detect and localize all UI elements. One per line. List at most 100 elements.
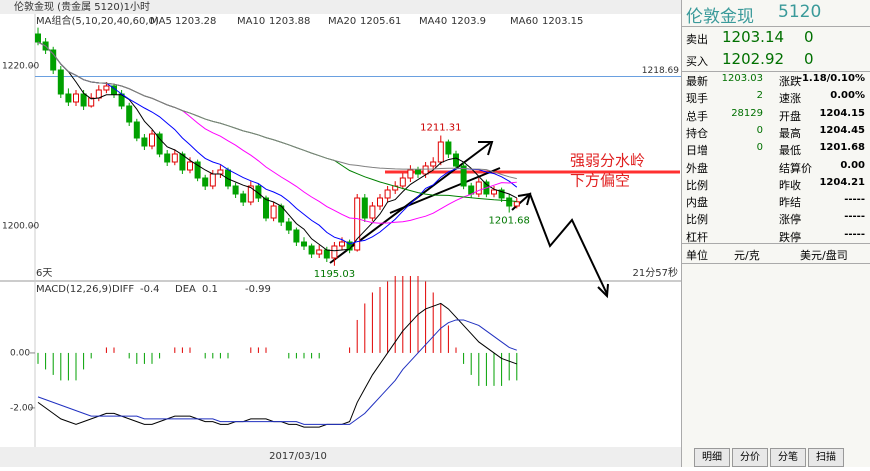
- quote-text: 买入: [686, 55, 708, 68]
- moving-average: [37, 41, 517, 180]
- quote-text: 0.00: [840, 159, 865, 171]
- candle-body: [263, 197, 269, 219]
- candle-body: [270, 205, 277, 219]
- quote-text: 0.00%: [830, 90, 865, 102]
- legend-name: MA5: [150, 16, 172, 27]
- legend-name: MA10: [237, 16, 265, 27]
- price-label: 1195.03: [314, 269, 355, 280]
- quote-text: 1204.21: [819, 176, 865, 188]
- quote-text: 昨结: [779, 196, 801, 210]
- candle-body: [407, 169, 414, 179]
- reference-label: 1218.69: [642, 66, 679, 76]
- tab[interactable]: 分价: [732, 448, 768, 467]
- legend-name: MA60: [510, 16, 538, 27]
- quote-text: 日增: [686, 144, 708, 158]
- candle-body: [80, 93, 87, 107]
- candle-body: [149, 133, 155, 147]
- chart-title: 伦敦金现 (贵金属 5120)1小时: [14, 0, 150, 13]
- candle-body: [209, 173, 216, 187]
- candle-body: [179, 153, 186, 171]
- candle-body: [399, 177, 406, 187]
- legend-value: 1203.88: [269, 16, 310, 27]
- candle-body: [384, 189, 391, 199]
- candle-body: [247, 185, 254, 203]
- candle-body: [301, 241, 307, 247]
- quote-text: 涨停: [779, 213, 801, 227]
- arrow-head: [517, 192, 532, 206]
- candle-body: [194, 161, 201, 179]
- candle-body: [331, 245, 338, 259]
- quote-text: 比例: [686, 213, 708, 227]
- y-tick-label: 1220.00: [2, 62, 39, 72]
- quote-text: -----: [844, 228, 865, 240]
- candle-body: [354, 197, 361, 251]
- candle-body: [126, 105, 133, 123]
- quote-text: 5120: [778, 2, 822, 22]
- dea-line: [37, 319, 517, 425]
- candle-body: [255, 185, 262, 199]
- time-bar: [0, 447, 681, 467]
- quote-text: 昨收: [779, 178, 801, 192]
- candle-body: [240, 193, 247, 203]
- chart: 伦敦金现 (贵金属 5120)1小时 MA组合(5,10,20,40,60,0)…: [0, 0, 681, 467]
- quote-text: 1203.03: [721, 73, 763, 84]
- candle-body: [377, 197, 383, 207]
- tab[interactable]: 分笔: [770, 448, 806, 467]
- legend-value: 1203.28: [175, 16, 216, 27]
- candle-body: [73, 93, 79, 103]
- quote-text: 1202.92: [722, 50, 785, 68]
- separator: [682, 243, 870, 244]
- candle-body: [65, 93, 72, 103]
- candle-body: [141, 137, 148, 147]
- quote-text: 最高: [779, 126, 801, 140]
- arrow: [329, 142, 491, 264]
- quote-text: -1.18/0.10%: [797, 73, 865, 84]
- separator: [682, 26, 870, 27]
- candle-body: [133, 121, 140, 139]
- quote-text: 涨跌: [779, 75, 801, 88]
- candle-body: [202, 177, 209, 187]
- quote-text: 1203.14: [722, 28, 785, 46]
- tab[interactable]: 明细: [694, 448, 730, 467]
- candle-body: [232, 185, 239, 195]
- candle-body: [513, 201, 520, 207]
- separator: [682, 263, 870, 264]
- macd-value: -0.4: [140, 284, 160, 295]
- quote-text: 1201.68: [819, 142, 865, 154]
- quote-text: 持仓: [686, 126, 708, 140]
- candle-body: [361, 197, 368, 219]
- quote-text: 0: [804, 50, 814, 68]
- candle-body: [422, 165, 429, 175]
- quote-text: 内盘: [686, 196, 708, 210]
- quote-text: 开盘: [779, 109, 801, 123]
- quote-text: 0: [756, 124, 763, 136]
- candle-body: [103, 85, 110, 91]
- candle-body: [415, 169, 421, 175]
- separator: [682, 71, 870, 72]
- ma-group: MA组合(5,10,20,40,60,0): [36, 14, 159, 27]
- candle-body: [50, 49, 57, 71]
- quote-text: 卖出: [686, 33, 708, 46]
- candle-body: [506, 197, 513, 207]
- candle-body: [156, 133, 163, 155]
- candle-body: [316, 249, 323, 255]
- quote-text: 美元/盘司: [800, 249, 848, 262]
- quote-text: 0: [756, 142, 763, 154]
- quote-text: 总手: [686, 109, 708, 123]
- quote-text: 2: [756, 90, 763, 102]
- y-tick-label: 1200.00: [2, 222, 39, 232]
- candle-body: [293, 229, 300, 243]
- macd-label: DIFF: [112, 284, 134, 295]
- tab[interactable]: 扫描: [808, 448, 844, 467]
- candle-body: [217, 169, 224, 175]
- candle-body: [475, 181, 482, 195]
- moving-average: [37, 41, 518, 245]
- arrow-head: [597, 283, 609, 299]
- quote-text: 速涨: [779, 92, 801, 106]
- right-label: 21分57秒: [633, 266, 678, 279]
- candle-body: [88, 97, 95, 107]
- quote-text: 比例: [686, 178, 708, 192]
- arrow-head: [478, 141, 494, 156]
- quote-text: 伦敦金现: [686, 7, 754, 27]
